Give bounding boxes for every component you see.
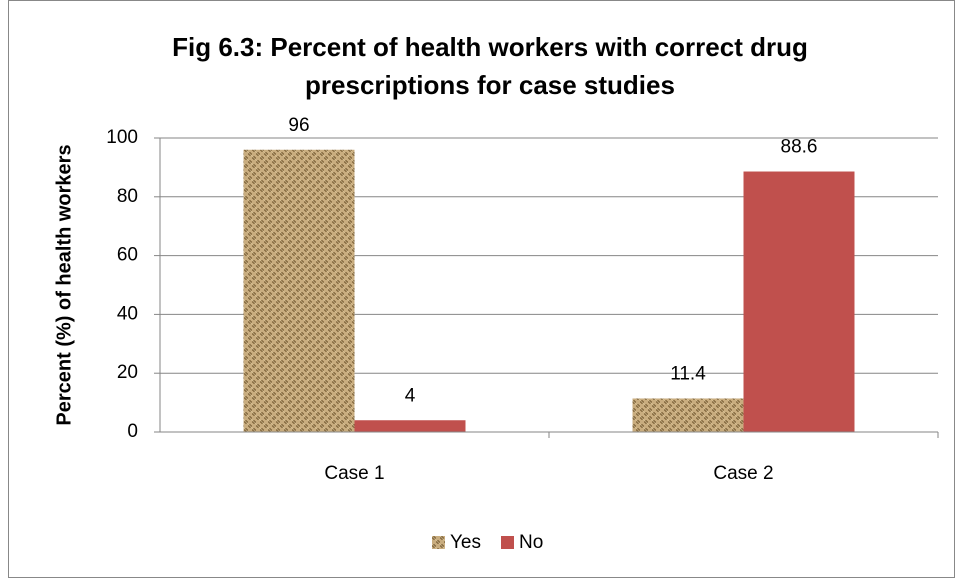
y-tick-label: 20 [117, 362, 138, 383]
x-tick-label: Case 1 [324, 463, 384, 484]
legend-label: No [519, 532, 543, 553]
value-label: 11.4 [670, 363, 706, 384]
chart-title: Fig 6.3: Percent of health workers with … [172, 32, 808, 100]
legend-swatch [501, 536, 514, 549]
bar [632, 398, 744, 432]
y-tick-label: 60 [117, 245, 138, 266]
bar [243, 149, 355, 432]
y-tick-label: 100 [106, 127, 138, 148]
value-label: 96 [288, 115, 309, 136]
y-axis-label: Percent (%) of health workers [53, 144, 75, 425]
y-tick-label: 80 [117, 186, 138, 207]
x-tick-label: Case 2 [713, 463, 773, 484]
legend-label: Yes [450, 532, 481, 553]
value-label: 4 [405, 385, 416, 406]
value-label: 88.6 [781, 137, 818, 158]
legend-swatch [432, 536, 445, 549]
bar [354, 420, 466, 432]
bar [743, 171, 855, 433]
y-tick-label: 40 [117, 303, 138, 324]
y-tick-label: 0 [127, 421, 138, 442]
